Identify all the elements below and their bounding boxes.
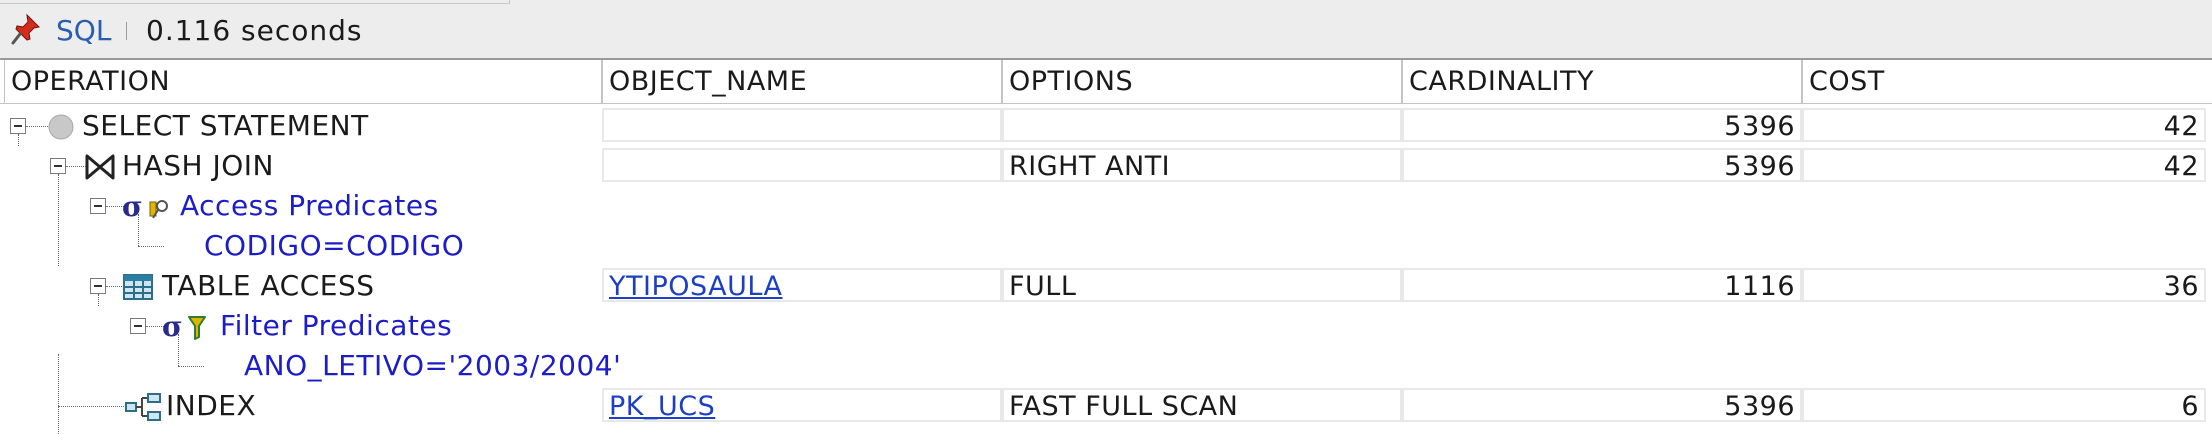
tree-cell: TABLE ACCESS (4, 174, 602, 306)
plan-row-filter-predicates[interactable]: σ Filter Predicates (0, 294, 2212, 346)
object-name-link[interactable]: PK_UCS (609, 391, 716, 422)
access-predicates-icon: σ (122, 192, 168, 222)
select-statement-icon (48, 114, 74, 140)
tab-edge (0, 0, 510, 4)
cardinality-cell: 5396 (1402, 148, 1802, 182)
collapse-toggle[interactable] (90, 198, 106, 214)
tree-connector (58, 174, 59, 266)
plan-row-table-access[interactable]: TABLE ACCESS YTIPOSAULA FULL 1116 36 (0, 174, 2212, 306)
tree-connector (66, 166, 86, 167)
svg-text:σ: σ (122, 192, 143, 222)
cost-cell: 6 (1802, 388, 2206, 422)
svg-text:σ: σ (162, 312, 183, 342)
cardinality-cell: 5396 (1402, 388, 1802, 422)
object-name-link[interactable]: YTIPOSAULA (609, 271, 783, 302)
collapse-toggle[interactable] (130, 318, 146, 334)
tree-connector (138, 246, 164, 247)
cost-cell: 42 (1802, 148, 2206, 182)
pin-icon[interactable] (10, 12, 44, 46)
tree-connector (178, 366, 204, 367)
tree-connector (146, 326, 164, 327)
collapse-toggle[interactable] (90, 278, 106, 294)
table-icon (123, 274, 153, 300)
tree-connector (26, 126, 48, 127)
operation-label: SELECT STATEMENT (82, 109, 369, 142)
results-toolbar: SQL 0.116 seconds (0, 0, 2212, 60)
options-cell: RIGHT ANTI (1002, 148, 1402, 182)
tree-connector (106, 206, 124, 207)
operation-label: HASH JOIN (122, 149, 274, 182)
tree-cell: ANO_LETIVO='2003/2004' (4, 334, 621, 386)
object-name-cell (602, 108, 1002, 142)
tree-connector (98, 294, 99, 306)
column-header-row: OPERATION OBJECT_NAME OPTIONS CARDINALIT… (0, 60, 2212, 104)
tree-connector (106, 286, 124, 287)
tree-connector (178, 334, 179, 366)
object-name-cell (602, 148, 1002, 182)
cost-cell: 36 (1802, 268, 2206, 302)
tree-connector (58, 354, 59, 406)
tree-connector (58, 406, 59, 434)
operation-label: INDEX (166, 389, 257, 422)
operation-label: Access Predicates (180, 189, 439, 222)
tree-connector (18, 134, 19, 146)
plan-row-index[interactable]: INDEX PK_UCS FAST FULL SCAN 5396 6 (0, 354, 2212, 434)
plan-row-predicate-text[interactable]: ANO_LETIVO='2003/2004' (0, 334, 2212, 386)
predicate-expression: CODIGO=CODIGO (204, 229, 465, 262)
explain-plan-grid: OPERATION OBJECT_NAME OPTIONS CARDINALIT… (0, 60, 2212, 434)
tree-cell: SELECT STATEMENT (4, 106, 602, 146)
tree-connector (58, 406, 124, 407)
filter-predicates-icon: σ (162, 312, 206, 342)
tree-connector (138, 214, 139, 246)
tree-cell: HASH JOIN (4, 134, 602, 186)
toolbar-separator (126, 22, 127, 40)
index-icon (125, 393, 161, 421)
column-header-cardinality[interactable]: CARDINALITY (1402, 60, 1802, 104)
object-name-cell: PK_UCS (602, 388, 1002, 422)
column-header-cost[interactable]: COST (1802, 60, 2212, 104)
column-header-options[interactable]: OPTIONS (1002, 60, 1402, 104)
options-cell: FULL (1002, 268, 1402, 302)
column-header-object-name[interactable]: OBJECT_NAME (602, 60, 1002, 104)
tree-cell: CODIGO=CODIGO (4, 214, 602, 266)
column-header-operation[interactable]: OPERATION (4, 60, 602, 104)
options-cell (1002, 108, 1402, 142)
cost-cell: 42 (1802, 108, 2206, 142)
plan-row-select-statement[interactable]: SELECT STATEMENT 5396 42 (0, 106, 2212, 146)
operation-label: TABLE ACCESS (162, 269, 375, 302)
options-cell: FAST FULL SCAN (1002, 388, 1402, 422)
tree-cell: σ Access Predicates (4, 174, 602, 226)
hash-join-icon (85, 154, 115, 180)
tree-cell: INDEX (4, 354, 602, 434)
plan-row-access-predicates[interactable]: σ Access Predicates (0, 174, 2212, 226)
plan-row-predicate-text[interactable]: CODIGO=CODIGO (0, 214, 2212, 266)
object-name-cell: YTIPOSAULA (602, 268, 1002, 302)
elapsed-time: 0.116 seconds (146, 14, 363, 47)
operation-label: Filter Predicates (220, 309, 453, 342)
cardinality-cell: 5396 (1402, 108, 1802, 142)
collapse-toggle[interactable] (50, 158, 66, 174)
predicate-expression: ANO_LETIVO='2003/2004' (244, 349, 622, 382)
cardinality-cell: 1116 (1402, 268, 1802, 302)
sql-tab-label[interactable]: SQL (56, 14, 112, 47)
tree-cell: σ Filter Predicates (4, 294, 602, 346)
plan-row-hash-join[interactable]: HASH JOIN RIGHT ANTI 5396 42 (0, 134, 2212, 186)
collapse-toggle[interactable] (10, 118, 26, 134)
